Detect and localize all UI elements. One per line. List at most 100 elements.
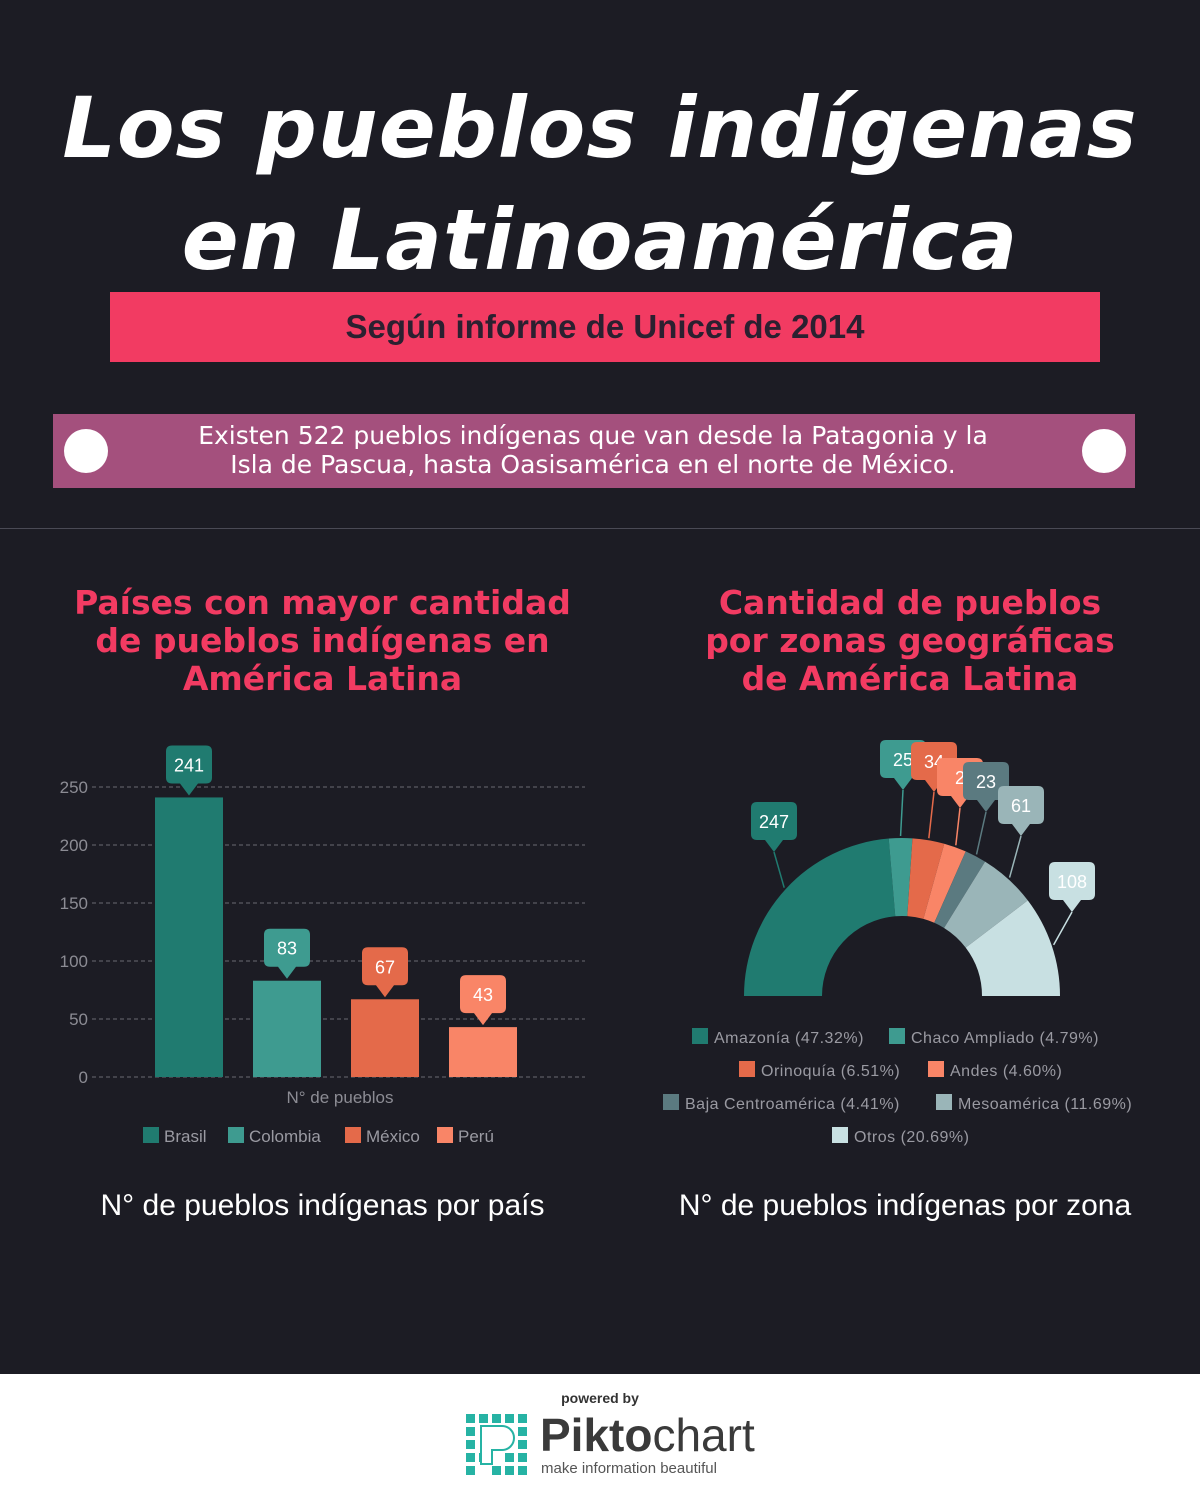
piktochart-brand: Piktochart — [540, 1410, 755, 1460]
y-tick-label: 150 — [60, 894, 88, 913]
legend-swatch — [739, 1061, 755, 1077]
bar-chart: 0 50 100 150 200 250 241 83 67 43 N° de pueblos Bra… — [60, 745, 585, 1146]
legend-swatch — [889, 1028, 905, 1044]
bar-chart-title: Países con mayor cantidad de pueblos ind… — [40, 584, 605, 698]
donut-chart-title-line2: por zonas geográficas — [705, 621, 1115, 660]
info-text-line2: Isla de Pascua, hasta Oasisamérica en el… — [230, 450, 956, 479]
leader-line — [773, 851, 785, 888]
bullet-dot-icon — [64, 429, 108, 473]
bar-value-label-shape — [362, 947, 408, 998]
leader-line — [1052, 911, 1073, 946]
leader-line — [928, 791, 935, 839]
bar-value-label: 67 — [362, 947, 408, 998]
bar-chart-caption: N° de pueblos indígenas por país — [100, 1189, 545, 1222]
slice-value-label-shape — [963, 762, 1009, 812]
donut-slice-baja-centroamérica — [934, 851, 986, 928]
legend-swatch — [936, 1094, 952, 1110]
y-tick-label: 200 — [60, 836, 88, 855]
y-tick-label: 250 — [60, 778, 88, 797]
bar-value-label-shape — [166, 745, 212, 796]
donut-chart-title-line1: Cantidad de pueblos — [718, 583, 1102, 622]
slice-value-label: 23 — [963, 762, 1009, 812]
legend-label: México — [366, 1127, 420, 1146]
donut-slice-andes — [923, 843, 966, 923]
slice-value-label-text: 247 — [759, 812, 789, 832]
donut-slice-mesoamérica — [944, 861, 1028, 948]
donut-slice-chaco-ampliado — [888, 838, 913, 917]
bar-value-label: 241 — [166, 745, 212, 796]
section-divider — [0, 528, 1200, 529]
x-axis-label: N° de pueblos — [287, 1088, 394, 1107]
bullet-dot-icon — [1082, 429, 1126, 473]
slice-value-label-text: 23 — [976, 772, 996, 792]
legend-swatch — [692, 1028, 708, 1044]
legend-swatch — [663, 1094, 679, 1110]
leader-line — [955, 807, 961, 846]
donut-chart-title: Cantidad de pueblos por zonas geográfica… — [640, 584, 1180, 698]
legend-swatch — [928, 1061, 944, 1077]
slice-value-label-text: 108 — [1057, 872, 1087, 892]
bar-chart-title-line2: de pueblos indígenas en — [95, 621, 550, 660]
piktochart-logo-icon[interactable] — [466, 1414, 528, 1476]
leader-line — [1008, 835, 1022, 878]
leader-line — [899, 789, 904, 837]
slice-value-label: 61 — [998, 786, 1044, 836]
main-title: Los pueblos indígenas en Latinoamérica — [0, 72, 1200, 296]
subtitle-banner: Según informe de Unicef de 2014 — [110, 292, 1100, 362]
bar-méxico — [351, 999, 419, 1077]
main-title-line2: en Latinoamérica — [181, 191, 1019, 289]
footer: powered by Piktochart make information b… — [0, 1374, 1200, 1494]
piktochart-tagline: make information beautiful — [541, 1460, 717, 1477]
brand-part-b: chart — [652, 1409, 755, 1461]
bar-perú — [449, 1027, 517, 1077]
slice-value-label-shape — [751, 802, 797, 852]
legend-label: Orinoquía (6.51%) — [761, 1063, 900, 1080]
info-text: Existen 522 pueblos indígenas que van de… — [133, 421, 1053, 479]
bar-chart-title-line3: América Latina — [182, 659, 463, 698]
slice-value-label-shape — [1049, 862, 1095, 912]
donut-slice-orinoquía — [907, 838, 945, 919]
bar-value-label: 83 — [264, 928, 310, 979]
legend-label: Baja Centroamérica (4.41%) — [685, 1096, 900, 1113]
bar-brasil — [155, 797, 223, 1077]
main-title-line1: Los pueblos indígenas — [62, 79, 1138, 177]
leader-line — [975, 811, 987, 855]
slice-value-label: 247 — [751, 802, 797, 852]
legend-label: Andes (4.60%) — [950, 1063, 1062, 1080]
legend-label: Otros (20.69%) — [854, 1129, 969, 1146]
legend-swatch — [143, 1127, 159, 1143]
bar-value-label-text: 43 — [473, 985, 493, 1005]
legend-label: Chaco Ampliado (4.79%) — [911, 1030, 1099, 1047]
legend-swatch — [345, 1127, 361, 1143]
legend-label: Perú — [458, 1127, 494, 1146]
donut-chart-title-line3: de América Latina — [741, 659, 1079, 698]
info-text-line1: Existen 522 pueblos indígenas que van de… — [198, 421, 988, 450]
legend-swatch — [832, 1127, 848, 1143]
legend-label: Colombia — [249, 1127, 321, 1146]
legend-swatch — [437, 1127, 453, 1143]
bar-chart-title-line1: Países con mayor cantidad — [74, 583, 571, 622]
bar-value-label: 43 — [460, 975, 506, 1026]
bar-colombia — [253, 980, 321, 1077]
legend-label: Mesoamérica (11.69%) — [958, 1096, 1132, 1113]
legend-swatch — [228, 1127, 244, 1143]
slice-value-label: 108 — [1049, 862, 1095, 912]
y-tick-label: 50 — [69, 1010, 88, 1029]
donut-chart-caption: N° de pueblos indígenas por zona — [678, 1189, 1132, 1222]
slice-value-label-text: 61 — [1011, 796, 1031, 816]
bar-value-label-text: 83 — [277, 939, 297, 959]
y-tick-label: 0 — [79, 1068, 88, 1087]
slice-value-label-shape — [998, 786, 1044, 836]
y-tick-label: 100 — [60, 952, 88, 971]
legend-label: Brasil — [164, 1127, 207, 1146]
donut-slice-otros — [965, 900, 1060, 996]
slice-value-label-text: 25 — [893, 750, 913, 770]
bar-value-label-text: 241 — [174, 755, 204, 775]
bar-value-label-shape — [460, 975, 506, 1026]
donut-slice-amazonía — [744, 838, 896, 996]
slice-value-label-text: 2 — [955, 768, 965, 788]
bar-value-label-shape — [264, 928, 310, 979]
info-banner: Existen 522 pueblos indígenas que van de… — [53, 414, 1135, 488]
bar-value-label-text: 67 — [375, 957, 395, 977]
